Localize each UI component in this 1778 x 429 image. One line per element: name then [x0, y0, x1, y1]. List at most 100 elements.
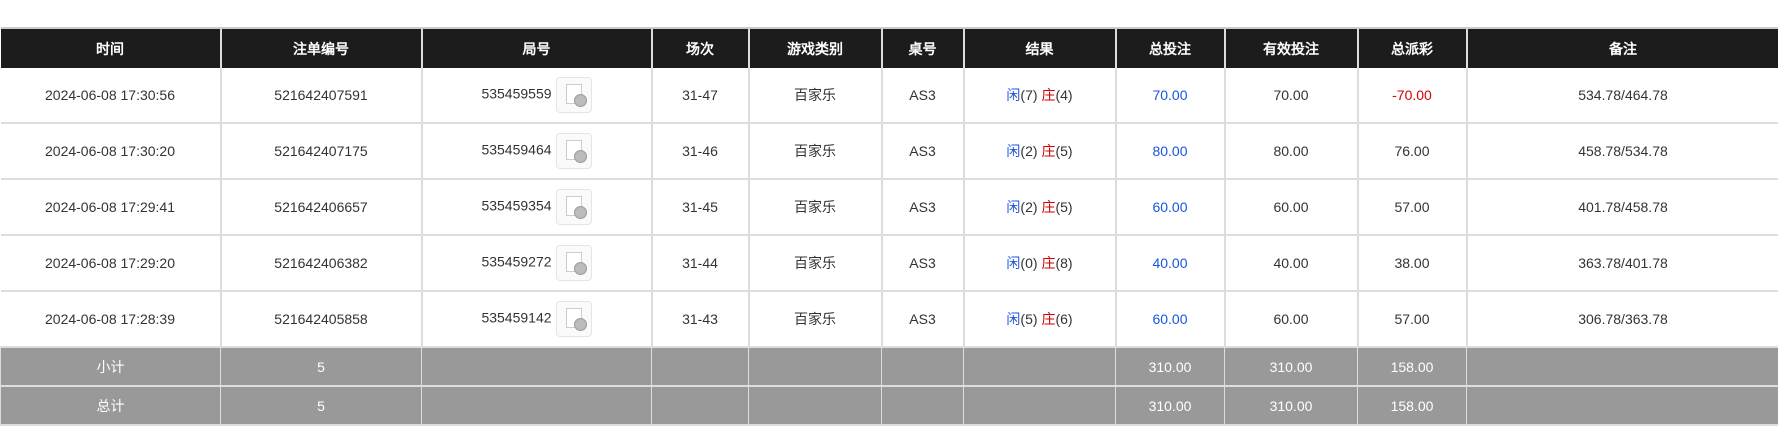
result-cell: 闲(0) 庄(8) — [962, 235, 1116, 292]
session-cell: 31-46 — [650, 123, 749, 180]
total-payout: 158.00 — [1357, 386, 1467, 426]
total-count: 5 — [220, 386, 422, 426]
valid-bet-cell: 60.00 — [1223, 179, 1358, 236]
note-cell: 363.78/401.78 — [1465, 235, 1778, 292]
table-no-cell: AS3 — [880, 123, 964, 180]
header-round: 局号 — [420, 27, 652, 68]
table-no-cell: AS3 — [880, 291, 964, 348]
result-cell: 闲(5) 庄(6) — [962, 291, 1116, 348]
round-number: 535459464 — [481, 141, 552, 158]
round-cell: 535459354 — [420, 179, 652, 236]
note-cell: 534.78/464.78 — [1465, 68, 1778, 124]
result-cell: 闲(2) 庄(5) — [962, 123, 1116, 180]
result-cell: 闲(2) 庄(5) — [962, 179, 1116, 236]
round-cell: 535459272 — [420, 235, 652, 292]
table-no-cell: AS3 — [880, 179, 964, 236]
payout-cell: 57.00 — [1356, 179, 1467, 236]
bet-id-cell: 521642407175 — [219, 123, 422, 180]
game-type-cell: 百家乐 — [747, 291, 882, 348]
note-cell: 306.78/363.78 — [1465, 291, 1778, 348]
table-row: 2024-06-08 17:29:41 521642406657 5354593… — [0, 179, 1778, 236]
header-game-type: 游戏类别 — [747, 27, 882, 68]
bet-id-cell: 521642405858 — [219, 291, 422, 348]
table-no-cell: AS3 — [880, 235, 964, 292]
header-table-no: 桌号 — [880, 27, 964, 68]
banker-score: (6) — [1055, 311, 1073, 327]
total-bet-cell: 60.00 — [1114, 179, 1225, 236]
player-label: 闲 — [1006, 143, 1021, 159]
player-label: 闲 — [1006, 199, 1021, 215]
subtotal-valid-bet: 310.00 — [1224, 347, 1358, 387]
player-score: (2) — [1020, 199, 1038, 215]
video-replay-icon[interactable] — [555, 189, 592, 225]
video-replay-icon[interactable] — [555, 77, 592, 113]
banker-score: (4) — [1055, 87, 1073, 103]
empty-cell — [963, 386, 1116, 426]
table-row: 2024-06-08 17:29:20 521642406382 5354592… — [0, 235, 1778, 292]
total-total-bet: 310.00 — [1115, 386, 1225, 426]
empty-cell — [963, 347, 1116, 387]
header-total-bet: 总投注 — [1114, 27, 1225, 68]
note-cell: 401.78/458.78 — [1465, 179, 1778, 236]
player-score: (2) — [1020, 143, 1038, 159]
total-bet-cell: 80.00 — [1114, 123, 1225, 180]
game-type-cell: 百家乐 — [747, 123, 882, 180]
payout-cell: -70.00 — [1356, 68, 1467, 124]
round-cell: 535459559 — [420, 68, 652, 124]
empty-cell — [881, 386, 964, 426]
header-time: 时间 — [0, 27, 221, 68]
header-valid-bet: 有效投注 — [1223, 27, 1358, 68]
empty-cell — [1466, 386, 1778, 426]
empty-cell — [748, 386, 882, 426]
time-cell: 2024-06-08 17:30:20 — [0, 123, 221, 180]
session-cell: 31-45 — [650, 179, 749, 236]
valid-bet-cell: 80.00 — [1223, 123, 1358, 180]
game-type-cell: 百家乐 — [747, 179, 882, 236]
bet-id-cell: 521642407591 — [219, 68, 422, 124]
empty-cell — [651, 386, 749, 426]
player-label: 闲 — [1006, 311, 1021, 327]
session-cell: 31-43 — [650, 291, 749, 348]
table-no-cell: AS3 — [880, 68, 964, 124]
total-bet-cell: 60.00 — [1114, 291, 1225, 348]
game-type-cell: 百家乐 — [747, 68, 882, 124]
table-row: 2024-06-08 17:30:20 521642407175 5354594… — [0, 123, 1778, 180]
time-cell: 2024-06-08 17:30:56 — [0, 68, 221, 124]
payout-cell: 57.00 — [1356, 291, 1467, 348]
banker-label: 庄 — [1041, 87, 1056, 103]
round-cell: 535459464 — [420, 123, 652, 180]
banker-label: 庄 — [1041, 143, 1056, 159]
video-replay-icon[interactable] — [555, 245, 592, 281]
empty-cell — [748, 347, 882, 387]
video-replay-icon[interactable] — [555, 301, 592, 337]
time-cell: 2024-06-08 17:28:39 — [0, 291, 221, 348]
subtotal-payout: 158.00 — [1357, 347, 1467, 387]
banker-score: (5) — [1055, 143, 1073, 159]
session-cell: 31-44 — [650, 235, 749, 292]
empty-cell — [421, 386, 652, 426]
header-result: 结果 — [962, 27, 1116, 68]
table-row: 2024-06-08 17:30:56 521642407591 5354595… — [0, 68, 1778, 124]
note-cell: 458.78/534.78 — [1465, 123, 1778, 180]
video-replay-icon[interactable] — [555, 133, 592, 169]
round-number: 535459559 — [481, 85, 552, 102]
payout-cell: 38.00 — [1356, 235, 1467, 292]
round-number: 535459354 — [481, 197, 552, 214]
player-label: 闲 — [1006, 87, 1021, 103]
header-note: 备注 — [1465, 27, 1778, 68]
total-bet-cell: 40.00 — [1114, 235, 1225, 292]
payout-cell: 76.00 — [1356, 123, 1467, 180]
header-payout: 总派彩 — [1356, 27, 1467, 68]
header-session: 场次 — [650, 27, 749, 68]
banker-score: (5) — [1055, 199, 1073, 215]
banker-label: 庄 — [1041, 199, 1056, 215]
subtotal-row: 小计 5 310.00 310.00 158.00 — [0, 347, 1778, 387]
banker-label: 庄 — [1041, 311, 1056, 327]
player-score: (5) — [1020, 311, 1038, 327]
time-cell: 2024-06-08 17:29:20 — [0, 235, 221, 292]
valid-bet-cell: 40.00 — [1223, 235, 1358, 292]
total-label: 总计 — [0, 386, 221, 426]
game-type-cell: 百家乐 — [747, 235, 882, 292]
time-cell: 2024-06-08 17:29:41 — [0, 179, 221, 236]
header-bet-id: 注单编号 — [219, 27, 422, 68]
